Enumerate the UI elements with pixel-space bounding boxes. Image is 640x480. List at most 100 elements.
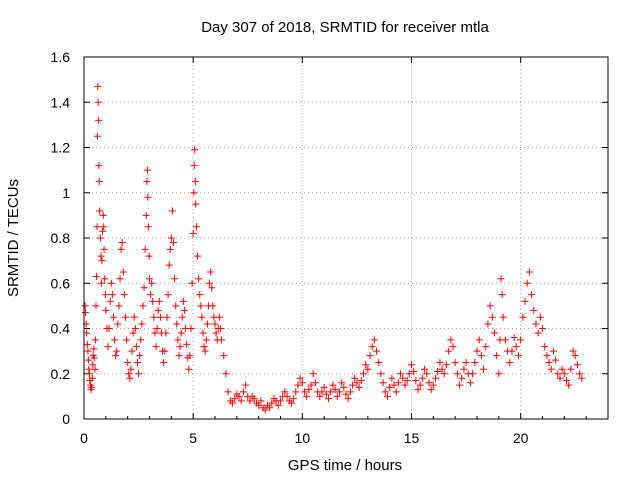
data-point (528, 291, 536, 299)
data-point (571, 352, 579, 360)
data-point (329, 381, 337, 389)
y-tick-label: 1.2 (51, 140, 71, 156)
data-point (108, 291, 116, 299)
data-point (432, 374, 440, 382)
data-point (375, 358, 383, 366)
data-point (381, 388, 389, 396)
data-point (85, 370, 93, 378)
data-point (331, 386, 339, 394)
data-point (388, 374, 396, 382)
data-point (203, 320, 211, 328)
data-point (447, 336, 455, 344)
data-point (412, 377, 420, 385)
data-point (421, 365, 429, 373)
data-point (142, 211, 150, 219)
data-point (96, 207, 104, 215)
data-point (344, 395, 352, 403)
data-point (190, 189, 198, 197)
data-point (143, 166, 151, 174)
data-point (261, 406, 269, 414)
data-point (148, 279, 156, 287)
data-point (172, 302, 180, 310)
y-tick-label: 0.6 (51, 275, 71, 291)
data-point (112, 352, 120, 360)
data-point (129, 329, 137, 337)
data-point (155, 297, 163, 305)
data-point (124, 358, 132, 366)
data-point (111, 336, 119, 344)
data-point (116, 275, 124, 283)
data-point (305, 386, 313, 394)
data-point (466, 379, 474, 387)
data-point (137, 336, 145, 344)
data-point (534, 329, 542, 337)
data-point (519, 313, 527, 321)
data-point (200, 343, 208, 351)
axis-ticks: 0 0.2 0.4 0.6 0.8 1 1.2 1.4 1.6 0 5 10 15 20 (51, 49, 608, 446)
data-point (165, 261, 173, 269)
data-point (362, 361, 370, 369)
data-point (99, 211, 107, 219)
data-point (488, 313, 496, 321)
data-point (552, 356, 560, 364)
data-point (578, 374, 586, 382)
data-point (84, 347, 92, 355)
data-point (82, 309, 90, 317)
data-point (442, 361, 450, 369)
data-point (274, 401, 282, 409)
data-point (469, 370, 477, 378)
data-point (147, 291, 155, 299)
data-point (246, 397, 254, 405)
data-point (456, 381, 464, 389)
data-point (207, 268, 215, 276)
data-point (121, 313, 129, 321)
data-point (118, 239, 126, 247)
data-point (164, 291, 172, 299)
data-point (95, 116, 103, 124)
data-point (394, 379, 402, 387)
data-point (187, 325, 195, 332)
data-point (482, 343, 490, 351)
data-point (539, 325, 546, 332)
data-point (113, 347, 121, 355)
data-point (97, 252, 105, 260)
data-point (179, 297, 187, 305)
data-point (216, 325, 224, 332)
data-point (311, 379, 319, 387)
data-point (547, 365, 555, 373)
data-point (96, 234, 104, 242)
data-point (151, 329, 159, 337)
chart-title: Day 307 of 2018, SRMTID for receiver mtl… (201, 19, 489, 36)
data-point (206, 279, 214, 287)
data-point (416, 381, 424, 389)
data-point (303, 392, 311, 400)
data-point (484, 320, 492, 328)
data-point (115, 302, 123, 310)
data-point (177, 329, 185, 337)
data-point (173, 320, 181, 328)
data-point (480, 365, 488, 373)
data-point (90, 345, 98, 353)
data-point (549, 347, 557, 355)
data-point (268, 399, 276, 407)
data-point (242, 381, 250, 389)
data-points (81, 82, 586, 414)
data-point (189, 229, 197, 237)
data-point (99, 227, 107, 235)
data-point (84, 356, 92, 364)
data-point (199, 329, 207, 337)
data-point (104, 343, 112, 351)
data-point (161, 347, 169, 355)
data-point (106, 297, 114, 305)
data-point (220, 352, 228, 360)
data-point (477, 352, 485, 360)
data-point (429, 381, 437, 389)
data-point (499, 313, 507, 321)
data-point (218, 336, 226, 344)
data-point (453, 370, 461, 378)
data-point (133, 358, 141, 366)
data-point (560, 370, 568, 378)
data-point (120, 291, 128, 299)
data-point (359, 370, 367, 378)
data-point (250, 395, 258, 403)
